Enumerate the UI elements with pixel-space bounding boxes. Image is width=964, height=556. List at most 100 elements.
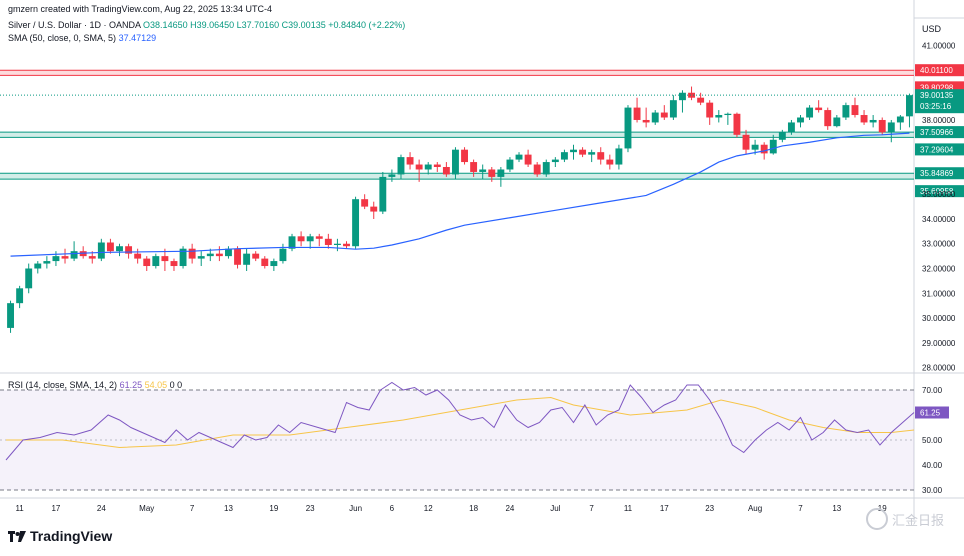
candle-down xyxy=(878,119,886,133)
time-tick-label: May xyxy=(139,504,154,513)
currency-label: USD xyxy=(922,24,942,34)
time-tick-label: 17 xyxy=(660,504,669,513)
candle-down xyxy=(697,97,705,103)
candle-up xyxy=(243,253,251,265)
time-tick-label: 24 xyxy=(505,504,514,513)
candle-down xyxy=(824,110,832,127)
candle-up xyxy=(769,139,777,154)
candle-down xyxy=(143,258,151,267)
rsi-label: RSI (14, close, SMA, 14, 2) xyxy=(8,380,118,390)
level-zone xyxy=(0,70,914,76)
candle-up xyxy=(225,248,232,257)
rsi-ma-line xyxy=(6,396,915,449)
time-tick-label: 6 xyxy=(390,504,395,513)
candle-down xyxy=(524,154,532,165)
rsi-line xyxy=(5,381,915,461)
sma-line xyxy=(10,132,910,257)
price-tick-label: 29.00000 xyxy=(922,339,956,348)
last-price-tag xyxy=(915,89,964,114)
candle-down xyxy=(215,253,223,257)
price-tick-label: 35.00000 xyxy=(922,190,956,199)
candle-up xyxy=(551,159,559,163)
candle-up xyxy=(388,174,396,177)
ohlc-values: O38.14650 H39.06450 L37.70160 C39.00135 … xyxy=(143,20,406,30)
candle-up xyxy=(588,152,596,155)
candle-up xyxy=(270,261,278,267)
candle-up xyxy=(797,117,804,123)
candle-up xyxy=(615,148,623,165)
time-tick-label: 23 xyxy=(705,504,714,513)
candle-down xyxy=(597,152,605,160)
time-tick-label: 12 xyxy=(424,504,433,513)
candle-up xyxy=(669,100,677,118)
candle-down xyxy=(170,261,178,267)
candle-up xyxy=(506,159,514,170)
candle-up xyxy=(715,115,723,118)
candle-up xyxy=(833,117,841,127)
candle-up xyxy=(896,116,904,123)
candle-up xyxy=(206,253,214,257)
candle-up xyxy=(624,107,632,149)
candle-down xyxy=(361,199,369,207)
candle-down xyxy=(134,253,142,259)
candle-down xyxy=(461,149,468,163)
candle-down xyxy=(433,164,441,168)
candle-down xyxy=(660,112,668,118)
candle-up xyxy=(70,251,78,259)
candle-down xyxy=(252,253,260,259)
last-price-label: 39.00135 xyxy=(920,91,954,100)
candle-down xyxy=(488,169,496,177)
candle-up xyxy=(679,92,686,101)
candle-up xyxy=(352,199,360,247)
candle-up xyxy=(379,176,387,212)
time-tick-label: 11 xyxy=(15,504,24,513)
candle-up xyxy=(7,303,14,328)
level-label-bottom: 37.29604 xyxy=(920,145,954,154)
price-tick-label: 28.00000 xyxy=(922,364,956,373)
candle-down xyxy=(642,119,650,123)
candle-down xyxy=(851,105,859,116)
price-tick-label: 30.00000 xyxy=(922,314,956,323)
rsi-tick-label: 30.00 xyxy=(922,486,943,495)
level-tag-top xyxy=(915,126,964,139)
candle-up xyxy=(288,236,296,249)
time-tick-label: Jul xyxy=(550,504,560,513)
candle-up xyxy=(116,246,123,252)
candle-up xyxy=(869,119,877,123)
level-zone xyxy=(0,132,914,138)
level-label-bottom: 39.80298 xyxy=(920,83,954,92)
time-tick-label: Aug xyxy=(748,504,762,513)
candle-up xyxy=(34,263,42,269)
time-tick-label: 24 xyxy=(97,504,106,513)
candle-up xyxy=(887,122,895,133)
candle-down xyxy=(161,256,169,262)
candle-down xyxy=(343,243,350,247)
time-tick-label: 7 xyxy=(589,504,594,513)
candle-down xyxy=(125,246,133,254)
candle-up xyxy=(778,132,786,140)
rsi-legend[interactable]: RSI (14, close, SMA, 14, 2) 61.25 54.05 … xyxy=(8,380,182,391)
candle-up xyxy=(16,288,24,304)
candle-up xyxy=(560,152,568,160)
rsi-extra: 0 0 xyxy=(169,380,183,390)
level-tag-bottom xyxy=(915,185,964,198)
level-label-top: 40.01100 xyxy=(920,66,953,75)
rsi-value-tag-label: 61.25 xyxy=(920,409,941,418)
candle-down xyxy=(860,115,868,123)
rsi-tick-label: 50.00 xyxy=(922,436,943,445)
sma-legend[interactable]: SMA (50, close, 0, SMA, 5) 37.47129 xyxy=(8,33,156,44)
level-label-top: 35.84869 xyxy=(920,169,954,178)
time-tick-label: 13 xyxy=(832,504,841,513)
candle-down xyxy=(234,248,241,265)
tradingview-logo[interactable]: TradingView xyxy=(8,528,112,544)
level-label-top: 37.50966 xyxy=(920,128,954,137)
candle-down xyxy=(442,167,450,175)
candle-down xyxy=(261,258,269,267)
candle-down xyxy=(706,102,714,118)
candle-up xyxy=(724,113,732,116)
symbol-title: Silver / U.S. Dollar · 1D · OANDA xyxy=(8,20,141,30)
candle-down xyxy=(188,248,196,259)
time-tick-label: 11 xyxy=(624,504,633,513)
rsi-ma-value: 54.05 xyxy=(144,380,168,390)
